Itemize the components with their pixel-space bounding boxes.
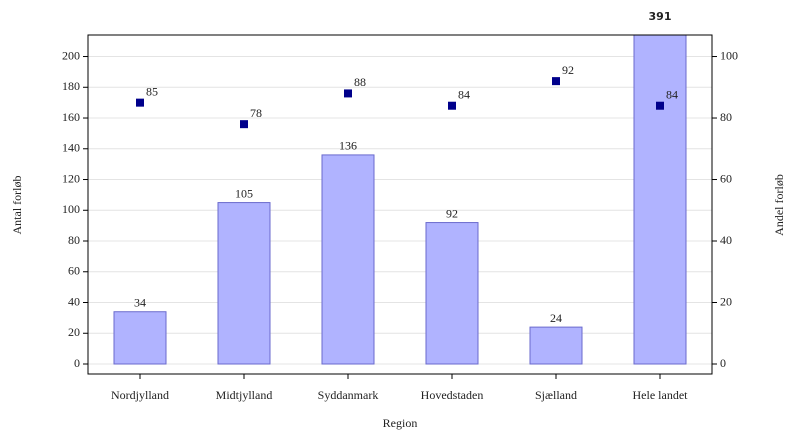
- bar: [113, 311, 167, 365]
- plot-frame: [87, 34, 713, 375]
- y-tick-label: 180: [62, 79, 80, 93]
- bar: [217, 202, 271, 365]
- y-tick-label: 160: [62, 110, 80, 124]
- point: [240, 120, 248, 129]
- y-tick-label: 120: [62, 171, 80, 185]
- bar-value-label: 24: [550, 311, 562, 325]
- point-value-label: 88: [354, 75, 366, 89]
- y-tick-label: 40: [68, 294, 80, 308]
- y2-tick-label: 60: [720, 171, 732, 185]
- x-axis-label: Region: [383, 416, 418, 430]
- point: [136, 98, 144, 107]
- bar-value-label: 92: [446, 206, 458, 220]
- y-axis-label: Antal forløb: [10, 176, 24, 235]
- bar: [633, 35, 687, 365]
- point: [344, 89, 352, 98]
- x-tick-label: Syddanmark: [318, 388, 379, 402]
- bar-value-label: 391: [649, 10, 672, 23]
- bar-value-label: 34: [134, 295, 146, 309]
- y-tick-label: 80: [68, 233, 80, 247]
- point-value-label: 85: [146, 84, 158, 98]
- bar-value-label: 105: [235, 186, 253, 200]
- point-value-label: 92: [562, 63, 574, 77]
- y2-tick-label: 20: [720, 294, 732, 308]
- x-tick-label: Hele landet: [633, 388, 689, 402]
- point-value-label: 84: [666, 87, 678, 101]
- plot-area: [113, 35, 687, 365]
- y-tick-label: 20: [68, 325, 80, 339]
- point-value-label: 84: [458, 87, 470, 101]
- y2-axis-label: Andel forløb: [772, 174, 786, 236]
- y-tick-label: 140: [62, 141, 80, 155]
- bar: [529, 326, 583, 365]
- x-tick-label: Nordjylland: [111, 388, 169, 402]
- point: [552, 77, 560, 86]
- point: [656, 101, 664, 110]
- y2-tick-label: 80: [720, 110, 732, 124]
- y2-tick-label: 40: [720, 233, 732, 247]
- y-tick-label: 200: [62, 48, 80, 62]
- bar: [425, 222, 479, 365]
- point-value-label: 78: [250, 106, 262, 120]
- y2-tick-label: 100: [720, 48, 738, 62]
- x-tick-label: Midtjylland: [216, 388, 273, 402]
- x-tick-label: Sjælland: [535, 388, 577, 402]
- point: [448, 101, 456, 110]
- x-tick-label: Hovedstaden: [421, 388, 484, 402]
- y-tick-label: 0: [74, 356, 80, 370]
- y-tick-label: 100: [62, 202, 80, 216]
- y2-tick-label: 0: [720, 356, 726, 370]
- y-tick-label: 60: [68, 264, 80, 278]
- bar: [321, 154, 375, 365]
- bar-value-label: 136: [339, 139, 357, 153]
